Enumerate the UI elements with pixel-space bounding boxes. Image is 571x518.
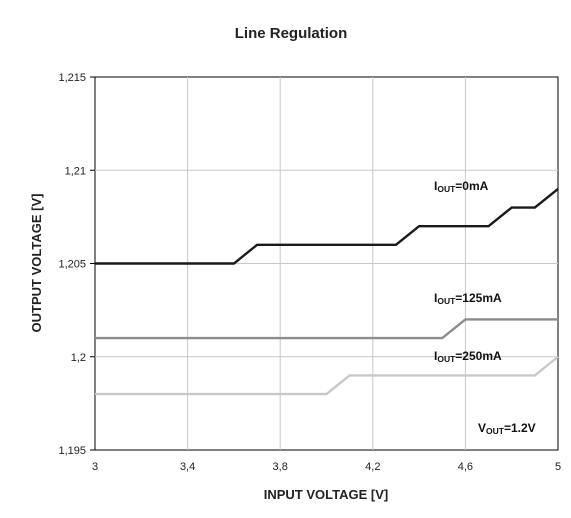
series-label-0: IOUT=0mA xyxy=(434,179,489,194)
y-tick-label: 1,2 xyxy=(71,352,86,364)
y-tick-label: 1,195 xyxy=(58,445,86,457)
y-tick-label: 1,21 xyxy=(65,165,86,177)
series-label-2: IOUT=250mA xyxy=(434,349,502,364)
vout-annotation: VOUT=1.2V xyxy=(478,421,536,436)
x-tick-label: 3,4 xyxy=(180,461,195,473)
series-line-0 xyxy=(95,187,559,265)
x-tick-label: 4,2 xyxy=(365,461,380,473)
series-annotations: IOUT=0mA IOUT=125mA IOUT=250mA VOUT=1.2V xyxy=(434,179,536,436)
x-tick-label: 3 xyxy=(92,461,98,473)
y-tick-label: 1,205 xyxy=(58,259,86,271)
y-axis-label: OUTPUT VOLTAGE [V] xyxy=(29,194,44,333)
y-tick-label: 1,215 xyxy=(58,72,86,84)
series-lines xyxy=(95,187,559,396)
x-tick-label: 3,8 xyxy=(273,461,288,473)
x-tick-label: 5 xyxy=(555,461,561,473)
x-tick-label: 4,6 xyxy=(458,461,473,473)
axis-ticks: 3 3,4 3,8 4,2 4,6 5 1,195 1,2 1,205 1,21 1,215 xyxy=(58,72,561,473)
series-line-1 xyxy=(95,318,558,340)
x-axis-label: INPUT VOLTAGE [V] xyxy=(264,487,388,502)
series-label-1: IOUT=125mA xyxy=(434,291,502,306)
series-line-2 xyxy=(95,355,559,396)
chart-title: Line Regulation xyxy=(235,25,348,42)
